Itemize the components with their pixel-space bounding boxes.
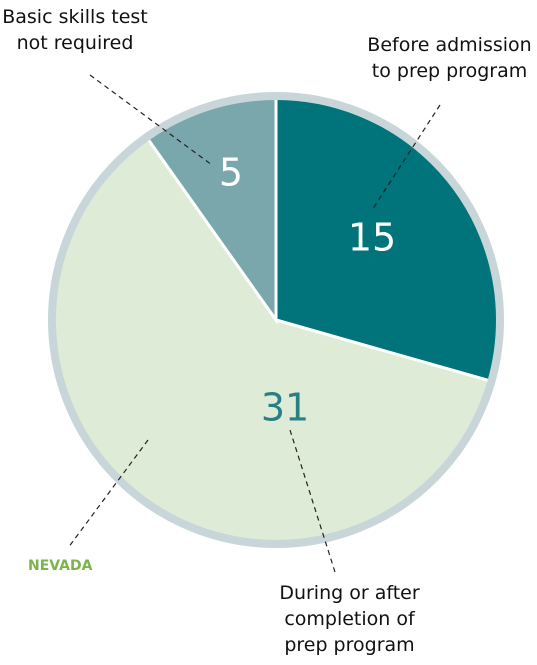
slice-label: Basic skills test not required: [2, 6, 148, 54]
value-label: 31: [261, 386, 309, 430]
leader-line: [289, 429, 336, 573]
value-label: 5: [219, 151, 243, 195]
slice-label: During or after completion of prep progr…: [279, 582, 420, 656]
pie-border: [48, 92, 504, 548]
value-label: 15: [348, 216, 396, 260]
leader-line: [371, 104, 441, 211]
leader-line: [89, 74, 213, 166]
slice-label: Before admission to prep program: [367, 34, 532, 82]
leader-line: [67, 439, 149, 549]
annotation: NEVADA: [28, 558, 93, 574]
